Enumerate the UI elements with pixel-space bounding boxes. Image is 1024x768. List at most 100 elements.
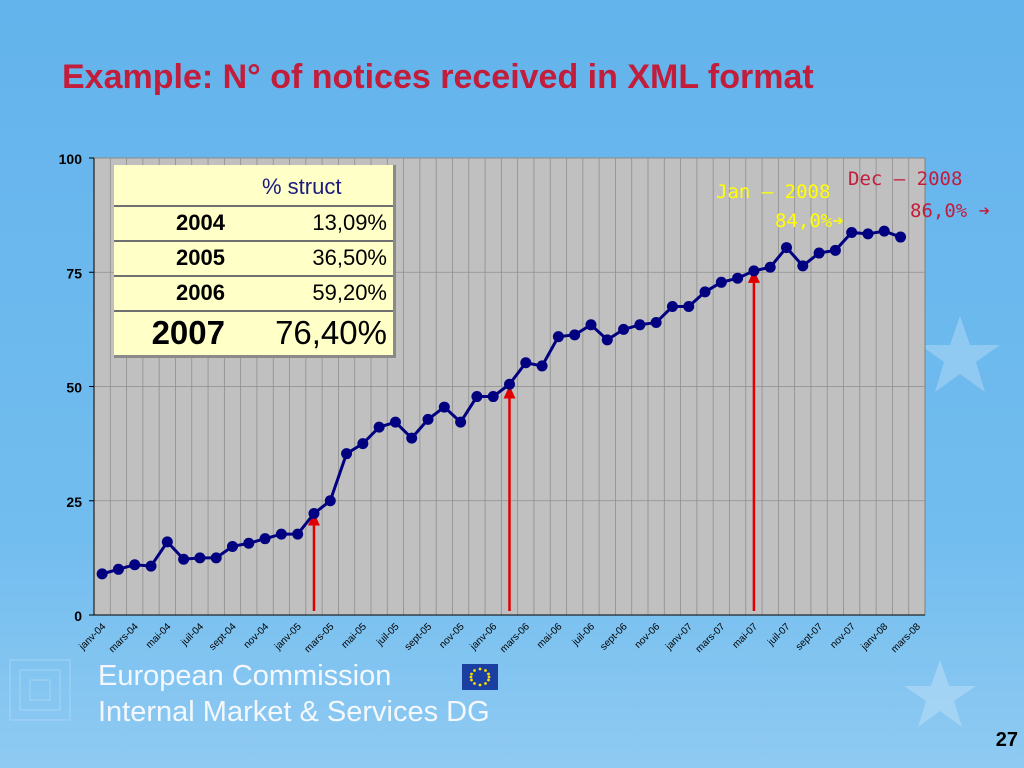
x-tick-label: juil-06 bbox=[570, 621, 598, 649]
data-point bbox=[373, 421, 385, 433]
table-percent: 76,40% bbox=[275, 314, 387, 351]
data-point bbox=[846, 226, 858, 238]
data-point bbox=[259, 533, 271, 545]
x-tick-label: juil-07 bbox=[765, 621, 793, 649]
struct-percentage-table: % struct 2004 13,09% 2005 36,50% 2006 59… bbox=[114, 165, 396, 358]
data-point bbox=[96, 568, 108, 580]
table-row: 2005 36,50% bbox=[114, 242, 393, 276]
star-decoration bbox=[920, 316, 1000, 392]
data-point bbox=[357, 438, 369, 450]
x-tick-label: mars-04 bbox=[107, 621, 141, 655]
data-point bbox=[715, 276, 727, 288]
data-point bbox=[552, 331, 564, 343]
data-point bbox=[406, 432, 418, 444]
data-point bbox=[666, 301, 678, 313]
table-row: 2007 76,40% bbox=[114, 312, 393, 356]
x-tick-label: janv-05 bbox=[272, 621, 304, 653]
data-point bbox=[650, 317, 662, 329]
annotation-dec-2008-label: Dec – 2008 bbox=[848, 168, 963, 190]
arrow-right-icon: ➔ bbox=[832, 210, 844, 232]
data-point bbox=[797, 260, 809, 272]
data-point bbox=[194, 552, 206, 564]
table-header: % struct bbox=[114, 165, 393, 206]
footer-department: Internal Market & Services DG bbox=[98, 696, 490, 728]
y-tick-label: 50 bbox=[66, 380, 82, 396]
x-tick-label: mars-06 bbox=[498, 621, 532, 655]
data-point bbox=[585, 319, 597, 331]
data-point bbox=[536, 360, 548, 372]
x-tick-label: janv-08 bbox=[859, 621, 891, 653]
data-point bbox=[422, 413, 434, 425]
data-point bbox=[210, 552, 222, 564]
table-year: 2005 bbox=[176, 245, 225, 270]
table-percent: 59,20% bbox=[312, 280, 387, 305]
x-tick-label: nov-06 bbox=[633, 621, 663, 651]
data-point bbox=[781, 242, 792, 254]
data-point bbox=[438, 401, 450, 413]
data-point bbox=[813, 247, 825, 259]
arrow-head bbox=[503, 385, 516, 399]
data-point bbox=[455, 416, 467, 428]
data-point bbox=[699, 286, 711, 298]
data-point bbox=[601, 334, 613, 346]
annotation-jan-2008-label: Jan – 2008 bbox=[716, 181, 831, 203]
footer-organization: European Commission bbox=[98, 660, 392, 692]
table-year: 2006 bbox=[176, 280, 225, 305]
data-point bbox=[618, 323, 630, 335]
x-tick-label: sept-05 bbox=[403, 621, 435, 653]
x-tick-label: janv-06 bbox=[468, 621, 500, 653]
annotation-dec-2008-value: 86,0% ➔ bbox=[910, 200, 991, 222]
annotation-jan-2008-value: 84,0%➔ bbox=[775, 210, 844, 232]
data-point bbox=[227, 540, 238, 552]
data-point bbox=[308, 508, 320, 520]
data-point bbox=[324, 495, 336, 507]
x-tick-label: sept-04 bbox=[207, 621, 239, 653]
data-point bbox=[341, 448, 353, 460]
data-point bbox=[112, 563, 124, 575]
data-point bbox=[683, 301, 695, 313]
table-divider bbox=[114, 205, 393, 207]
data-point bbox=[161, 536, 173, 548]
slide-title: Example: N° of notices received in XML f… bbox=[62, 58, 814, 96]
x-tick-label: juil-04 bbox=[179, 621, 207, 649]
data-point bbox=[732, 272, 744, 284]
x-tick-label: mars-07 bbox=[694, 621, 728, 655]
data-point bbox=[178, 553, 190, 565]
x-tick-label: janv-04 bbox=[77, 621, 109, 653]
data-point bbox=[634, 319, 646, 331]
y-tick-label: 25 bbox=[66, 494, 82, 510]
y-tick-label: 100 bbox=[59, 151, 83, 167]
x-tick-label: mai-04 bbox=[144, 621, 174, 651]
table-divider bbox=[114, 310, 393, 312]
x-tick-label: mars-05 bbox=[303, 621, 337, 655]
data-point bbox=[389, 416, 401, 428]
x-tick-label: nov-07 bbox=[828, 621, 858, 651]
table-divider bbox=[114, 275, 393, 277]
table-percent: 36,50% bbox=[312, 245, 387, 270]
table-year: 2004 bbox=[176, 210, 225, 235]
x-tick-label: nov-04 bbox=[242, 621, 272, 651]
data-point bbox=[878, 225, 890, 237]
data-point bbox=[129, 559, 141, 571]
table-row: 2004 13,09% bbox=[114, 207, 393, 241]
data-point bbox=[520, 357, 532, 369]
table-year: 2007 bbox=[151, 314, 225, 351]
x-tick-label: mars-08 bbox=[889, 621, 923, 655]
data-point bbox=[275, 528, 287, 540]
star-decoration bbox=[904, 660, 976, 727]
grid-pattern-decoration bbox=[9, 659, 71, 721]
table-percent: 13,09% bbox=[312, 210, 387, 235]
x-tick-label: sept-06 bbox=[598, 621, 630, 653]
x-tick-label: janv-07 bbox=[663, 621, 695, 653]
page-number: 27 bbox=[995, 729, 1018, 751]
data-point bbox=[504, 378, 515, 390]
x-tick-label: sept-07 bbox=[794, 621, 826, 653]
eu-flag-icon bbox=[462, 664, 498, 690]
data-point bbox=[862, 228, 874, 240]
table-header-label: % struct bbox=[262, 174, 342, 199]
data-point bbox=[487, 391, 499, 403]
data-point bbox=[243, 537, 255, 549]
x-tick-label: mai-05 bbox=[340, 621, 370, 651]
arrow-right-icon: ➔ bbox=[978, 200, 991, 222]
